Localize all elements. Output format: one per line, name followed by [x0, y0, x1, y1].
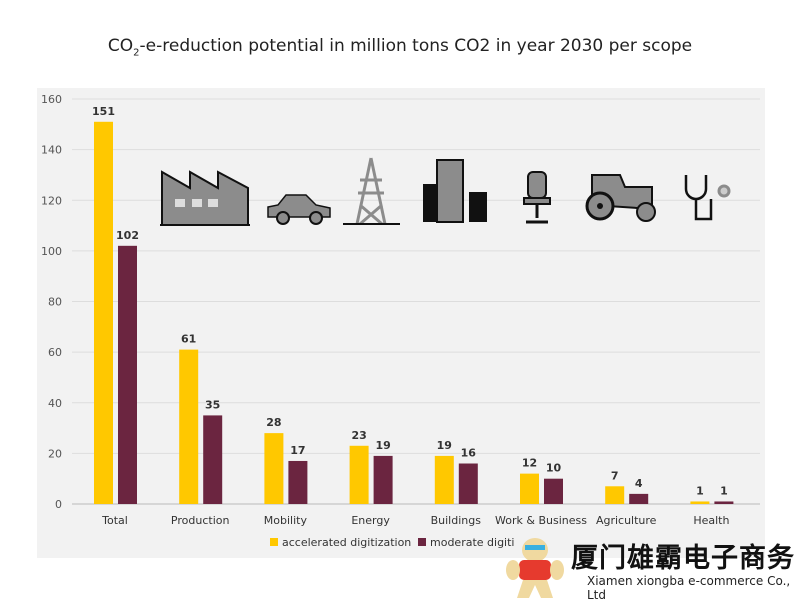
bear-logo-icon [506, 538, 564, 598]
data-label: 151 [92, 105, 115, 118]
title-part: -e-reduction potential in million tons C… [139, 36, 693, 56]
buildings-icon [423, 159, 487, 223]
y-tick-label: 140 [41, 144, 62, 157]
bar [373, 455, 393, 504]
y-tick-label: 120 [41, 194, 62, 207]
title-sub: 2 [133, 47, 140, 59]
x-tick-label: Buildings [431, 514, 482, 527]
y-tick-label: 100 [41, 245, 62, 258]
data-label: 10 [546, 462, 562, 475]
title-part: CO [107, 36, 134, 56]
y-tick-label: 60 [48, 346, 62, 359]
legend-swatch [270, 538, 278, 546]
tractor-icon [585, 174, 656, 222]
data-label: 19 [375, 439, 390, 452]
watermark: 厦门雄霸电子商务 Xiamen xiongba e-commerce Co., … [505, 530, 800, 602]
data-label: 61 [181, 333, 196, 346]
x-tick-label: Energy [351, 514, 390, 527]
bar [714, 501, 734, 504]
bar [179, 349, 199, 504]
data-label: 1 [720, 484, 728, 497]
y-tick-label: 0 [55, 498, 62, 511]
data-label: 17 [290, 444, 305, 457]
bar [458, 463, 478, 504]
legend-label: accelerated digitization [282, 536, 412, 549]
bar [94, 121, 113, 504]
legend-label: moderate digiti [430, 536, 515, 549]
bar [629, 493, 649, 504]
x-tick-label: Total [101, 514, 128, 527]
car-icon [267, 194, 331, 225]
x-tick-label: Work & Business [495, 514, 587, 527]
data-label: 4 [635, 477, 643, 490]
stethoscope-icon [684, 175, 731, 221]
data-label: 35 [205, 398, 220, 411]
bar [605, 486, 625, 504]
data-label: 12 [522, 457, 537, 470]
legend-moderate: moderate digiti [418, 536, 514, 549]
bar [288, 460, 308, 504]
data-label: 23 [351, 429, 366, 442]
legend-swatch [418, 538, 426, 546]
x-tick-label: Production [171, 514, 230, 527]
bar [203, 415, 223, 504]
factory-icon [160, 170, 250, 226]
y-tick-label: 20 [48, 447, 62, 460]
x-tick-label: Mobility [264, 514, 308, 527]
bar [349, 445, 369, 504]
data-label: 19 [437, 439, 452, 452]
data-label: 7 [611, 469, 619, 482]
data-label: 102 [116, 229, 139, 242]
y-tick-label: 80 [48, 296, 62, 309]
bar [544, 478, 563, 504]
x-tick-label: Agriculture [596, 514, 657, 527]
bar [520, 473, 539, 504]
x-tick-label: Health [693, 514, 729, 527]
data-label: 16 [461, 447, 477, 460]
data-label: 28 [266, 416, 281, 429]
chart-title: CO2-e-reduction potential in million ton… [0, 36, 800, 58]
bar [264, 433, 284, 504]
watermark-en: Xiamen xiongba e-commerce Co., Ltd [587, 574, 791, 602]
office-chair-icon [523, 171, 551, 224]
legend-accelerated: accelerated digitization [270, 536, 411, 549]
data-label: 1 [696, 484, 704, 497]
y-tick-label: 160 [41, 93, 62, 106]
plot-area [37, 88, 765, 558]
bar [434, 455, 454, 504]
bar [690, 501, 710, 504]
power-tower-icon [343, 157, 400, 226]
bar [118, 245, 137, 504]
watermark-cn: 厦门雄霸电子商务 [571, 543, 795, 574]
y-tick-label: 40 [48, 397, 62, 410]
